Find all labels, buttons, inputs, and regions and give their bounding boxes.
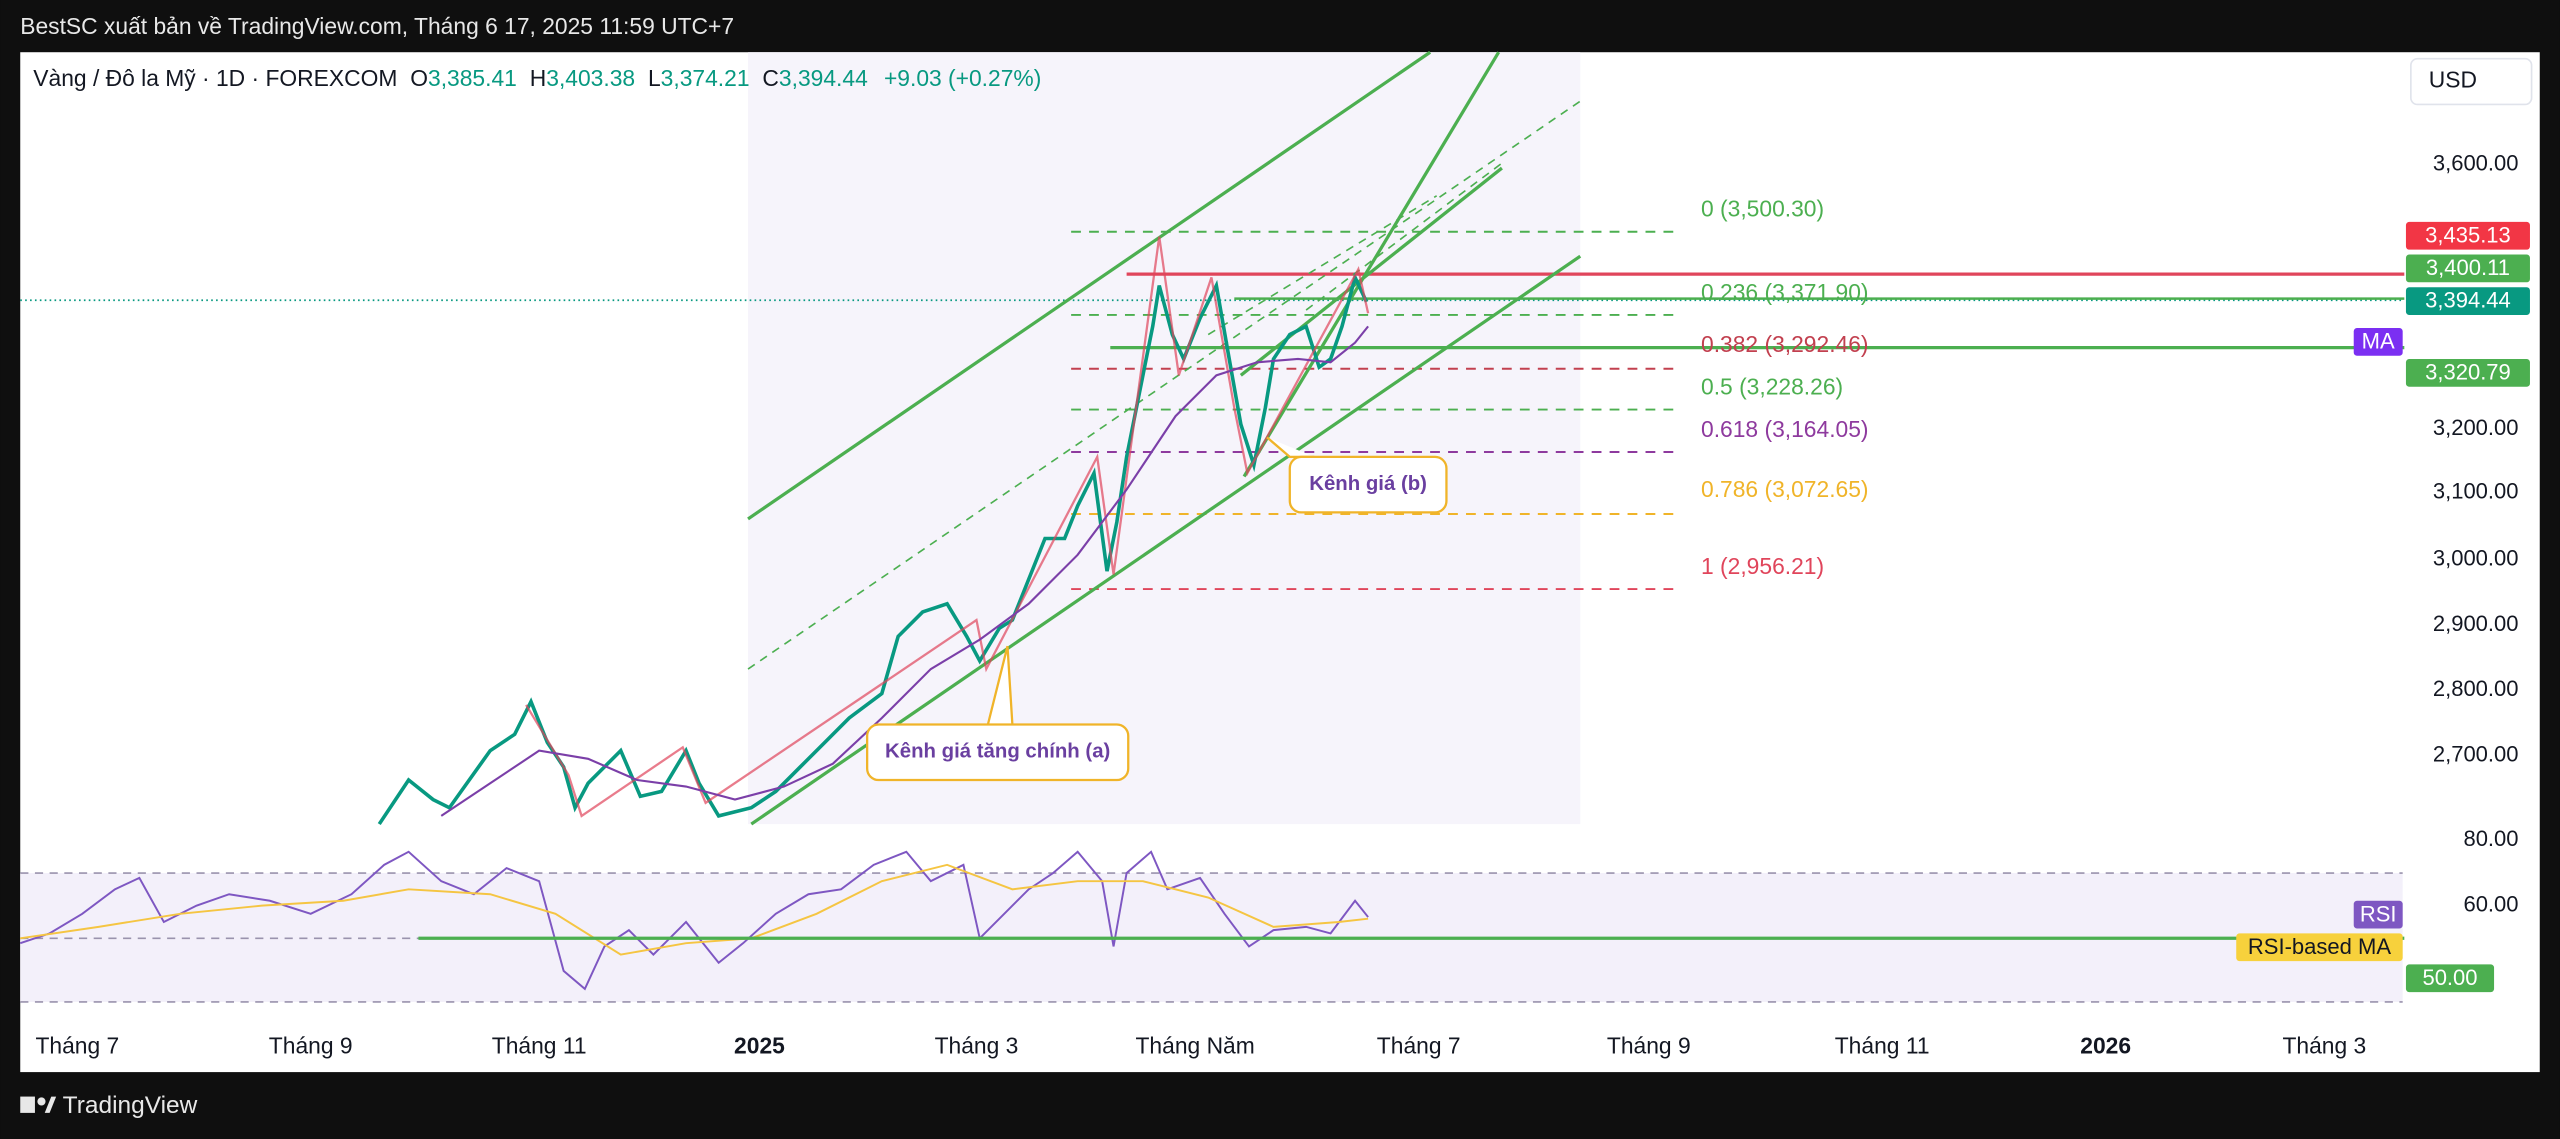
rsi-label: 80.00 xyxy=(2463,826,2518,851)
time-label: Tháng 11 xyxy=(492,1033,587,1059)
annotation-pointer xyxy=(986,645,1014,725)
annotation-text: Kênh giá tăng chính (a) xyxy=(885,741,1110,763)
badge xyxy=(2353,327,2403,356)
time-label: Tháng Năm xyxy=(1136,1033,1255,1059)
rsi-label: 60.00 xyxy=(2463,891,2518,916)
time-label: Tháng 9 xyxy=(1607,1033,1691,1059)
brand[interactable]: TradingView xyxy=(63,1092,198,1119)
symbol-name: Vàng / Đô la Mỹ · 1D · FOREXCOM xyxy=(33,65,397,91)
badge xyxy=(2405,358,2530,387)
price-label: 3,100.00 xyxy=(2433,479,2519,504)
ohlc-key: H xyxy=(530,65,547,91)
logo-part xyxy=(20,1096,35,1113)
annotation-box xyxy=(1288,455,1448,514)
badge-text: RSI-based MA xyxy=(2248,934,2391,959)
price-label: 3,200.00 xyxy=(2433,415,2519,440)
price-trace-down xyxy=(525,236,1370,818)
channel-a-upper xyxy=(747,50,1432,521)
ohlc-key: L xyxy=(648,65,661,91)
fib-label: 0.5 (3,228.26) xyxy=(1701,373,1843,399)
fib-label: 0.618 (3,164.05) xyxy=(1701,416,1869,442)
price-label: 2,700.00 xyxy=(2433,741,2519,766)
price-label: 3,000.00 xyxy=(2433,546,2519,571)
projection-zone xyxy=(748,52,1581,825)
ohlc-key: O xyxy=(410,65,428,91)
logo-part xyxy=(44,1096,57,1113)
fib-label: 1 (2,956.21) xyxy=(1701,553,1824,579)
price-label: 3,600.00 xyxy=(2433,151,2519,176)
time-label: 2025 xyxy=(734,1033,785,1059)
channel-b-dash xyxy=(1207,195,1438,336)
time-label: Tháng 7 xyxy=(1377,1033,1461,1059)
price-label: 2,900.00 xyxy=(2433,611,2519,636)
rsi-line xyxy=(19,850,1369,991)
badge xyxy=(2353,900,2403,929)
currency-button[interactable] xyxy=(2410,57,2533,106)
badge-text: 50.00 xyxy=(2422,965,2477,990)
ma-trace xyxy=(440,325,1369,817)
badge xyxy=(2405,221,2530,250)
badge-text: 3,400.11 xyxy=(2426,255,2510,280)
channel-b-dash xyxy=(1305,162,1503,311)
currency[interactable]: USD xyxy=(2429,67,2477,93)
badge-text: RSI xyxy=(2360,901,2397,926)
channel-b-lower xyxy=(1242,51,1501,478)
channel-a-mid xyxy=(747,100,1581,670)
badge-text: 3,435.13 xyxy=(2425,222,2511,247)
fib-label: 0.382 (3,292.46) xyxy=(1701,331,1869,357)
price-trace xyxy=(377,272,1369,826)
ohlc-value: 3,403.38 xyxy=(546,65,635,91)
time-label: Tháng 3 xyxy=(2282,1033,2366,1059)
change: +9.03 (+0.27%) xyxy=(884,65,1041,91)
badge-text: 3,394.44 xyxy=(2425,288,2511,313)
badge xyxy=(2405,254,2530,283)
price-label: 2,800.00 xyxy=(2433,676,2519,701)
badge xyxy=(2236,933,2403,962)
badge xyxy=(2405,964,2495,993)
ohlc-value: 3,385.41 xyxy=(428,65,517,91)
fib-label: 0.236 (3,371.90) xyxy=(1701,279,1869,305)
ohlc-value: 3,394.44 xyxy=(779,65,868,91)
attribution: BestSC xuất bản về TradingView.com, Thán… xyxy=(20,13,734,39)
brand-logo[interactable] xyxy=(20,1096,57,1113)
time-label: Tháng 7 xyxy=(35,1033,119,1059)
logo-part xyxy=(37,1097,46,1106)
ohlc-key: C xyxy=(762,65,779,91)
time-label: 2026 xyxy=(2080,1033,2131,1059)
badge-text: 3,320.79 xyxy=(2425,359,2511,384)
time-label: Tháng 3 xyxy=(935,1033,1019,1059)
fib-label: 0.786 (3,072.65) xyxy=(1701,476,1869,502)
time-label: Tháng 11 xyxy=(1835,1033,1930,1059)
annotation-text: Kênh giá (b) xyxy=(1309,473,1427,495)
fib-label: 0 (3,500.30) xyxy=(1701,196,1824,222)
time-label: Tháng 9 xyxy=(269,1033,353,1059)
ohlc-value: 3,374.21 xyxy=(661,65,750,91)
legend: Vàng / Đô la Mỹ · 1D · FOREXCOM O3,385.4… xyxy=(33,65,1041,91)
badge xyxy=(2405,287,2530,315)
badge-text: MA xyxy=(2362,328,2395,353)
annotation-box xyxy=(866,723,1130,782)
